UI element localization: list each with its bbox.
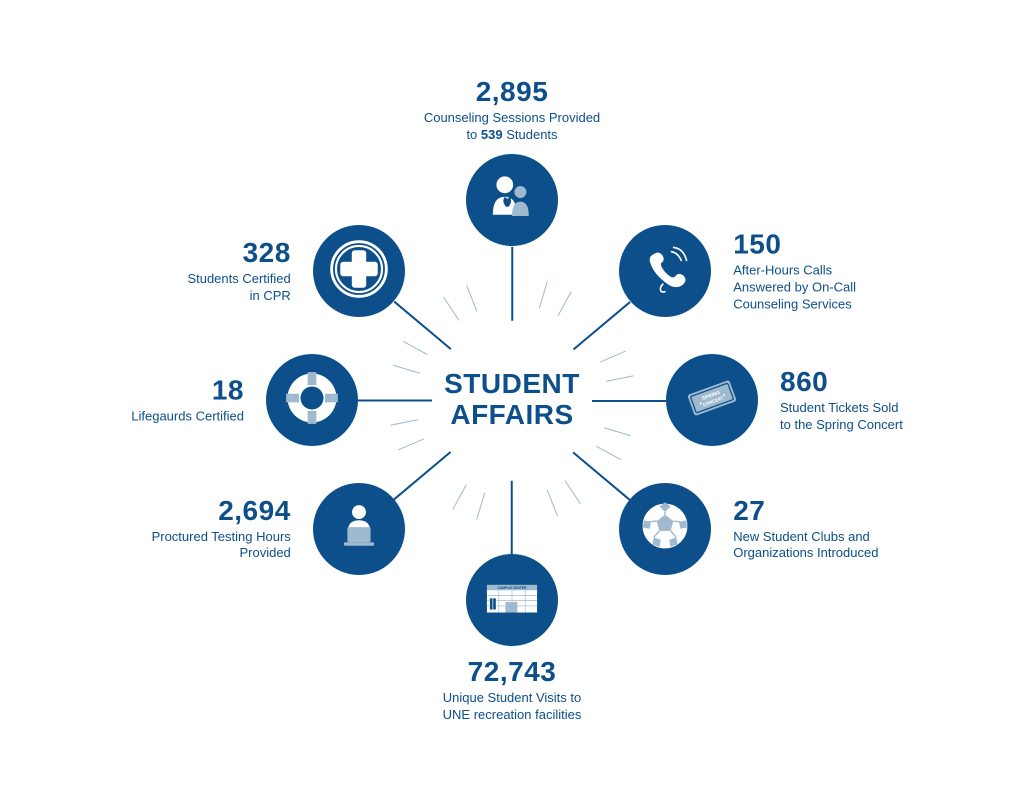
stat-node-cpr	[313, 225, 405, 317]
stat-number: 150	[733, 229, 933, 261]
burst-line	[452, 485, 466, 510]
stat-desc: Proctured Testing HoursProvided	[91, 529, 291, 563]
spoke-line	[394, 452, 452, 501]
ticket-icon: SPRING CONCERT	[681, 367, 743, 434]
stat-number: 860	[780, 366, 980, 398]
spoke-line	[592, 400, 666, 402]
stat-label-tickets: 860Student Tickets Soldto the Spring Con…	[780, 366, 980, 434]
spoke-line	[394, 301, 452, 350]
stat-node-lifeguards	[266, 354, 358, 446]
svg-text:CAMPUS CENTER: CAMPUS CENTER	[498, 585, 527, 589]
stat-label-lifeguards: 18 Lifegaurds Certified	[44, 375, 244, 426]
stat-number: 72,743	[412, 656, 612, 688]
stat-node-testing	[313, 483, 405, 575]
burst-line	[565, 480, 581, 504]
building-icon: CAMPUS CENTER	[479, 565, 545, 636]
burst-line	[606, 375, 634, 382]
stat-node-afterhours	[619, 225, 711, 317]
stat-desc: After-Hours CallsAnswered by On-CallCoun…	[733, 263, 933, 314]
stat-node-clubs	[619, 483, 711, 575]
laptop-icon	[330, 497, 388, 560]
phone-icon	[638, 242, 692, 301]
stat-label-testing: 2,694Proctured Testing HoursProvided	[91, 495, 291, 563]
burst-line	[476, 492, 485, 519]
spoke-line	[511, 247, 513, 321]
center-title: STUDENT AFFAIRS	[444, 369, 580, 431]
stat-desc: Unique Student Visits toUNE recreation f…	[412, 690, 612, 724]
spoke-line	[573, 452, 631, 501]
stat-number: 27	[733, 495, 933, 527]
stat-node-counseling	[466, 154, 558, 246]
burst-line	[398, 438, 424, 450]
burst-line	[390, 419, 418, 426]
stat-number: 328	[91, 238, 291, 270]
burst-line	[547, 490, 558, 516]
burst-line	[443, 297, 459, 321]
stat-desc: New Student Clubs andOrganizations Intro…	[733, 529, 933, 563]
medcross-icon	[323, 233, 395, 310]
stat-node-visits: CAMPUS CENTER	[466, 554, 558, 646]
people-icon	[482, 168, 542, 233]
soccer-icon	[630, 491, 700, 566]
burst-line	[466, 285, 477, 311]
stat-label-afterhours: 150After-Hours CallsAnswered by On-CallC…	[733, 229, 933, 314]
burst-line	[557, 291, 571, 316]
stat-label-visits: 72,743Unique Student Visits toUNE recrea…	[412, 656, 612, 724]
burst-line	[600, 351, 626, 363]
stat-node-tickets: SPRING CONCERT	[666, 354, 758, 446]
stat-desc: Counseling Sessions Providedto 539 Stude…	[412, 110, 612, 144]
spoke-line	[511, 481, 513, 555]
stat-label-counseling: 2,895Counseling Sessions Providedto 539 …	[412, 76, 612, 144]
lifering-icon	[276, 362, 348, 439]
stat-desc: Lifegaurds Certified	[44, 409, 244, 426]
center-title-line1: STUDENT	[444, 369, 580, 400]
spoke-line	[358, 400, 432, 402]
burst-line	[403, 341, 428, 355]
stat-label-clubs: 27New Student Clubs andOrganizations Int…	[733, 495, 933, 563]
stat-number: 18	[44, 375, 244, 407]
spoke-line	[573, 301, 631, 350]
center-title-line2: AFFAIRS	[444, 400, 580, 431]
stat-desc: Students Certifiedin CPR	[91, 272, 291, 306]
burst-line	[393, 365, 420, 374]
stat-label-cpr: 328Students Certifiedin CPR	[91, 238, 291, 306]
burst-line	[604, 427, 631, 436]
burst-line	[539, 281, 548, 308]
stat-desc: Student Tickets Soldto the Spring Concer…	[780, 400, 980, 434]
stat-number: 2,895	[412, 76, 612, 108]
burst-line	[596, 446, 621, 460]
stat-number: 2,694	[91, 495, 291, 527]
